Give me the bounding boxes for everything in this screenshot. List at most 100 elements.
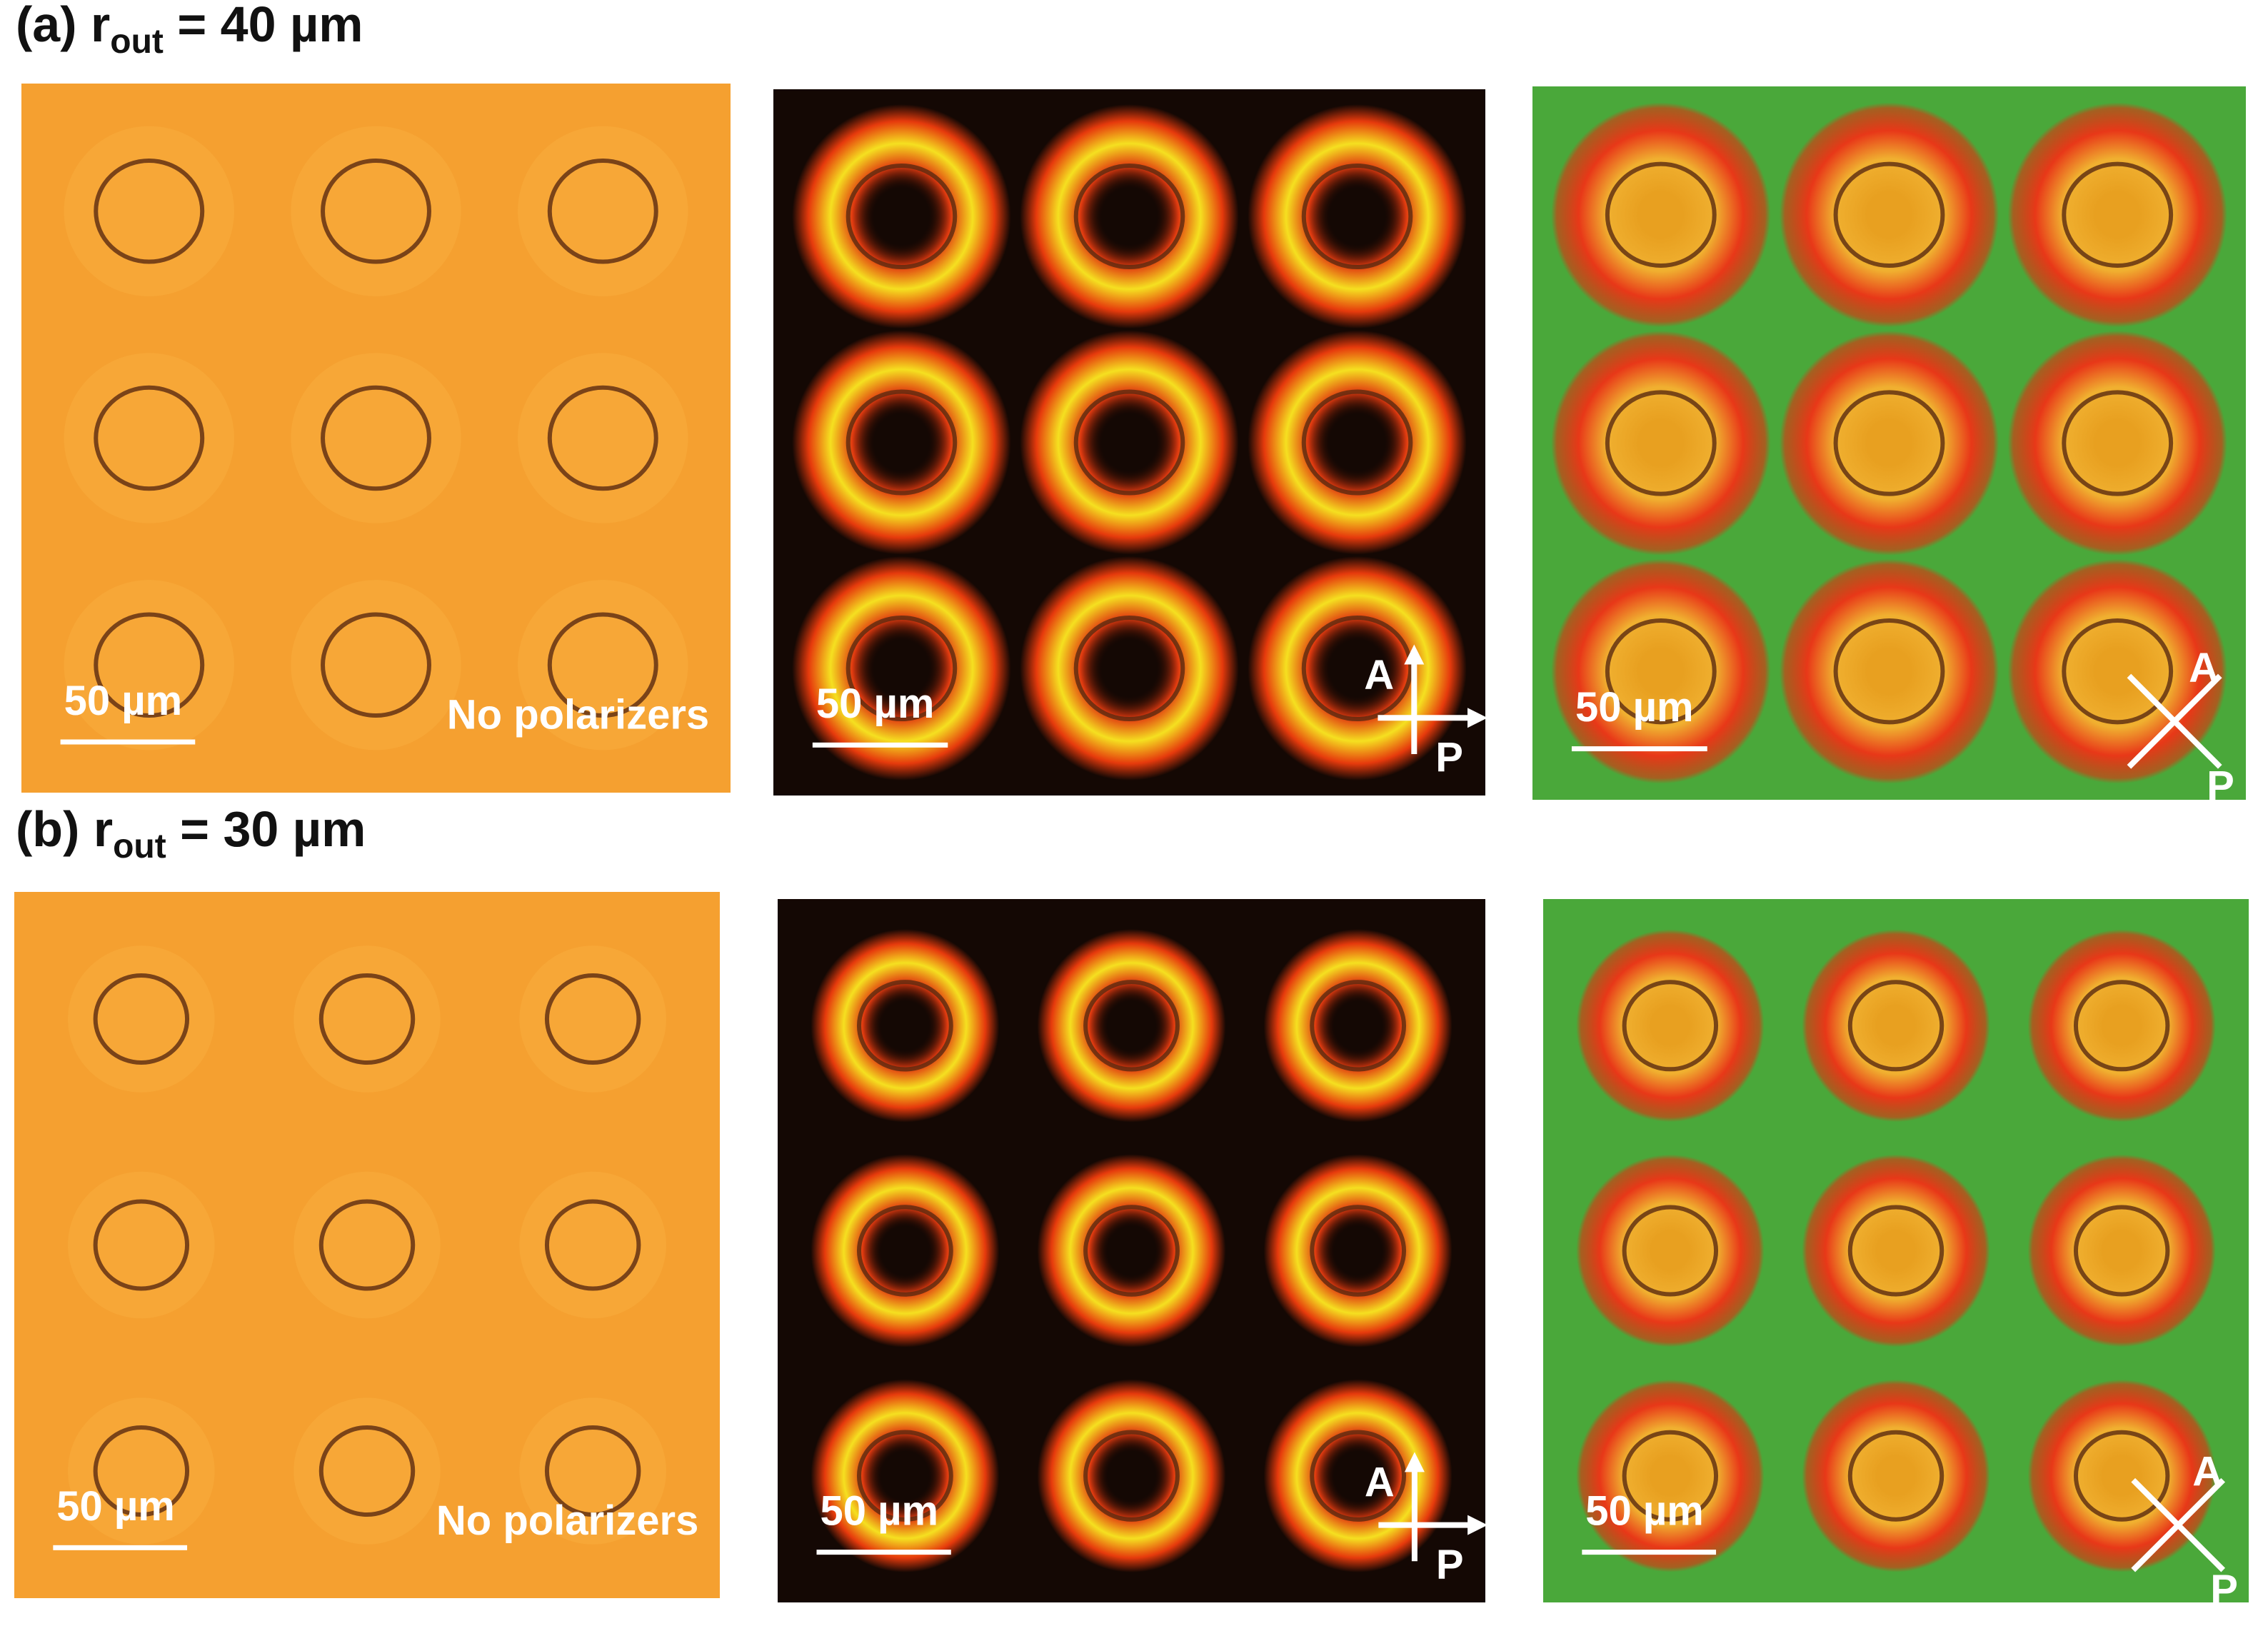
birefringence-ring	[1779, 331, 1999, 556]
birefringence-ring	[2007, 102, 2227, 328]
scale-bar	[1582, 1550, 1717, 1555]
ring-outline	[1605, 618, 1717, 725]
ring-outline	[2062, 161, 2174, 268]
birefringence-ring	[1779, 102, 1999, 328]
label-suffix: = 30 µm	[166, 801, 366, 857]
ring-outline	[1301, 163, 1413, 270]
birefringence-ring	[2027, 1379, 2216, 1572]
arrow-head	[1404, 644, 1425, 665]
ring-outline	[547, 385, 658, 491]
birefringence-ring	[1020, 104, 1239, 329]
birefringence-ring	[1037, 1379, 1226, 1572]
ring-outline	[1310, 1430, 1407, 1522]
scale-bar-label: 50 µm	[820, 1488, 938, 1535]
ring-outline	[1622, 1430, 1719, 1522]
halo	[519, 945, 666, 1093]
halo	[293, 1171, 441, 1319]
birefringence-ring	[1037, 1154, 1226, 1348]
birefringence-ring	[1551, 102, 1771, 328]
ring-outline	[856, 1430, 953, 1522]
micrograph: 50 µm AP	[778, 899, 1488, 1602]
ring-outline	[544, 973, 641, 1065]
ring-outline	[544, 1425, 641, 1517]
ring-outline	[1833, 618, 1945, 725]
polarizer-label: P	[2207, 763, 2234, 809]
polarizer-label: P	[2210, 1567, 2238, 1613]
ring-outline	[846, 389, 958, 496]
halo	[68, 1171, 215, 1319]
label-prefix: (b) r	[16, 801, 113, 857]
ring-outline	[547, 158, 658, 264]
ring-outline	[94, 158, 205, 264]
halo	[518, 580, 688, 751]
micrograph: 50 µm AP	[773, 89, 1488, 796]
ring-outline	[1622, 1205, 1719, 1297]
birefringence-ring	[1551, 331, 1771, 556]
birefringence-ring	[2027, 1154, 2216, 1348]
scale-bar-label: 50 µm	[56, 1483, 175, 1530]
scale-bar	[1571, 746, 1707, 752]
panel-label: (b) rout = 30 µm	[16, 801, 366, 865]
arrow-head	[1404, 1452, 1425, 1472]
birefringence-ring	[1263, 1379, 1452, 1572]
ring-outline	[1073, 615, 1185, 722]
birefringence-ring	[2007, 331, 2227, 556]
polarizer-axis	[2131, 1477, 2226, 1572]
ring-outline	[1083, 980, 1180, 1072]
halo	[291, 126, 461, 296]
micrograph: 50 µm No polarizers	[14, 892, 720, 1598]
arrow-head	[1467, 1515, 1488, 1535]
ring-outline	[1847, 1430, 1945, 1522]
ring-outline	[2062, 618, 2174, 725]
analyzer-label: A	[1364, 652, 1394, 698]
polarizer-label: P	[1435, 734, 1463, 781]
ring-outline	[1605, 161, 1717, 268]
polarizer-label: P	[1436, 1542, 1464, 1588]
panel-label: (a) rout = 40 µm	[16, 0, 363, 61]
halo	[291, 353, 461, 523]
birefringence-ring	[1263, 1154, 1452, 1348]
ring-outline	[2073, 1430, 2170, 1522]
birefringence-ring	[811, 1379, 1000, 1572]
ring-outline	[547, 612, 658, 718]
scale-bar-label: 50 µm	[1575, 684, 1694, 731]
ring-outline	[321, 612, 431, 718]
ring-outline	[856, 1205, 953, 1297]
ring-outline	[321, 158, 431, 264]
birefringence-ring	[1576, 929, 1765, 1123]
birefringence-ring	[811, 929, 1000, 1123]
birefringence-ring	[1248, 556, 1467, 781]
ring-outline	[856, 980, 953, 1072]
scale-bar	[816, 1550, 951, 1555]
ring-outline	[2073, 1205, 2170, 1297]
label-subscript: out	[113, 828, 166, 865]
halo	[64, 353, 234, 523]
ring-outline	[2062, 390, 2174, 496]
note: No polarizers	[447, 692, 709, 738]
birefringence-ring	[1248, 330, 1467, 555]
ring-outline	[1083, 1430, 1180, 1522]
birefringence-ring	[1779, 558, 1999, 784]
birefringence-ring	[1248, 104, 1467, 329]
ring-outline	[93, 1425, 190, 1517]
ring-outline	[1310, 980, 1407, 1072]
ring-outline	[1301, 389, 1413, 496]
ring-outline	[94, 612, 205, 718]
ring-outline	[846, 163, 958, 270]
birefringence-ring	[1020, 330, 1239, 555]
ring-outline	[94, 385, 205, 491]
ring-outline	[1847, 980, 1945, 1072]
arrow-head	[1467, 708, 1488, 728]
scale-bar-label: 50 µm	[1585, 1488, 1704, 1535]
ring-outline	[1622, 980, 1719, 1072]
ring-outline	[1310, 1205, 1407, 1297]
birefringence-ring	[792, 104, 1011, 329]
label-subscript: out	[110, 23, 164, 61]
scale-bar-label: 50 µm	[816, 681, 935, 727]
ring-outline	[1833, 161, 1945, 268]
halo	[64, 126, 234, 296]
halo	[68, 1397, 215, 1545]
ring-outline	[1073, 389, 1185, 496]
ring-outline	[1605, 390, 1717, 496]
birefringence-ring	[1802, 929, 1990, 1123]
